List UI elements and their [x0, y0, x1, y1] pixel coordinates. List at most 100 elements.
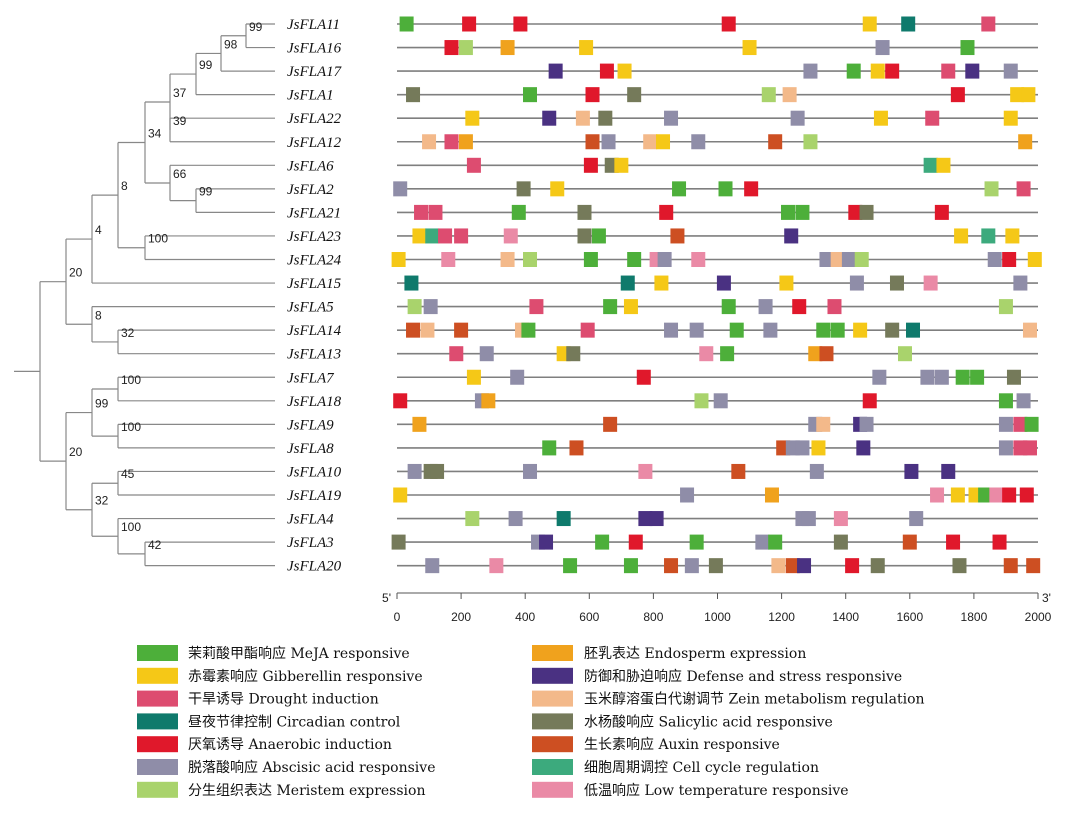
motif-zein	[420, 322, 435, 338]
motif-auxin	[785, 558, 800, 574]
gene-label: JsFLA18	[287, 394, 342, 410]
motif-auxin	[731, 463, 746, 479]
tick-label: 200	[451, 610, 471, 624]
motif-drought	[1013, 416, 1028, 432]
motif-anaer	[444, 40, 459, 56]
motif-aba	[934, 369, 949, 385]
legend-label-lowtemp: 低温响应 Low temperature responsive	[584, 782, 849, 799]
motif-sal	[859, 204, 874, 220]
legend-label-cell: 细胞周期调控 Cell cycle regulation	[584, 760, 819, 776]
motif-sal	[598, 110, 613, 126]
bootstrap-value: 99	[249, 20, 263, 34]
motif-merist	[523, 252, 538, 267]
motif-aba	[684, 558, 699, 574]
legend-label-anaer: 厌氧诱导 Anaerobic induction	[188, 737, 392, 753]
motif-aba	[849, 275, 864, 291]
motif-aba	[523, 463, 538, 479]
motif-circ	[404, 275, 419, 291]
motif-merist	[761, 87, 776, 103]
motif-endo	[808, 346, 823, 362]
motif-meja	[720, 346, 735, 362]
motif-anaer	[946, 534, 961, 550]
legend-label-endo: 胚乳表达 Endosperm expression	[584, 646, 806, 662]
tick-label: 0	[394, 610, 401, 624]
motif-auxin	[406, 322, 421, 338]
motif-lowtemp	[930, 487, 945, 503]
bootstrap-value: 99	[95, 397, 109, 411]
motif-gib	[853, 322, 868, 338]
gene-labels: JsFLA11 JsFLA16 JsFLA17 JsFLA1 JsFLA22 JsFLA1…	[287, 17, 343, 575]
bootstrap-value: 66	[173, 167, 187, 181]
motif-defense	[904, 463, 919, 479]
motif-tracks	[391, 16, 1042, 574]
motif-zein	[782, 87, 797, 103]
tick-label: 800	[643, 610, 663, 624]
motif-anaer	[848, 204, 863, 220]
gene-label: JsFLA23	[287, 229, 341, 245]
motif-drought	[941, 63, 956, 79]
motif-meja	[511, 204, 526, 220]
bootstrap-value: 98	[224, 37, 238, 51]
legend-swatch-sal	[532, 713, 573, 730]
motif-aba	[425, 558, 440, 574]
gene-label: JsFLA22	[287, 111, 342, 127]
motif-lowtemp	[441, 252, 456, 267]
motif-anaer	[1002, 487, 1017, 503]
legend-swatch-aba	[137, 759, 178, 775]
motif-aba	[1016, 393, 1031, 409]
motif-aba	[998, 416, 1013, 432]
tick-label: 400	[515, 610, 535, 624]
motif-auxin	[902, 534, 917, 550]
motif-aba	[859, 416, 874, 432]
motif-meja	[399, 16, 414, 32]
legend-swatch-meja	[137, 645, 178, 661]
motif-drought	[580, 322, 595, 338]
motif-meja	[978, 487, 993, 503]
bootstrap-value: 37	[173, 86, 187, 100]
motif-meja	[521, 322, 536, 338]
legend-label-zein: 玉米醇溶蛋白代谢调节 Zein metabolism regulation	[584, 691, 925, 708]
motif-defense	[784, 228, 799, 244]
motif-anaer	[583, 157, 598, 173]
motif-anaer	[628, 534, 643, 550]
legend-label-gib: 赤霉素响应 Gibberellin responsive	[188, 668, 423, 685]
motif-anaer	[992, 534, 1007, 550]
motif-meja	[672, 181, 687, 197]
motif-anaer	[862, 393, 877, 409]
motif-meja	[583, 252, 598, 267]
motif-defense	[716, 275, 731, 291]
motif-aba	[1013, 275, 1028, 291]
gene-label: JsFLA13	[287, 347, 341, 363]
motif-aba	[423, 299, 438, 315]
bootstrap-value: 99	[199, 58, 213, 72]
bootstrap-value: 32	[121, 326, 135, 340]
motif-lowtemp	[489, 558, 504, 574]
motif-drought	[981, 16, 996, 32]
motif-anaer	[1019, 487, 1034, 503]
motif-meja	[721, 299, 736, 315]
bootstrap-value: 8	[121, 179, 128, 193]
gene-label: JsFLA17	[287, 64, 343, 80]
motif-meja	[998, 393, 1013, 409]
motif-endo	[481, 393, 496, 409]
motif-defense	[638, 511, 653, 527]
motif-anaer	[393, 393, 408, 409]
motif-aba	[809, 463, 824, 479]
motif-gib	[1005, 228, 1020, 244]
motif-aba	[664, 110, 679, 126]
tick-label: 1600	[896, 610, 923, 624]
motif-gib	[742, 40, 757, 56]
gene-label: JsFLA8	[287, 441, 334, 457]
motif-aba	[407, 463, 422, 479]
motif-anaer	[950, 87, 965, 103]
motif-gib	[623, 299, 638, 315]
legend-swatch-lowtemp	[532, 781, 573, 798]
motif-circ	[906, 322, 921, 338]
motif-endo	[458, 134, 473, 150]
motif-defense	[797, 558, 812, 574]
gene-label: JsFLA15	[287, 276, 342, 292]
motif-zein	[422, 134, 437, 150]
tick-label: 1200	[768, 610, 795, 624]
legend-swatch-auxin	[532, 736, 573, 753]
three-prime-label: 3'	[1042, 591, 1051, 605]
